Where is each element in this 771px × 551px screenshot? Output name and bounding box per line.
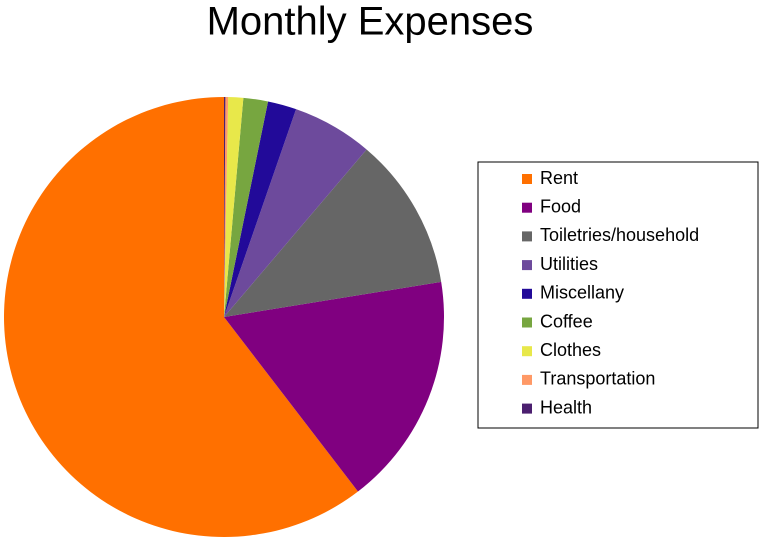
legend-label: Health: [540, 397, 592, 417]
legend-label: Rent: [540, 168, 578, 188]
legend-label: Utilities: [540, 254, 598, 274]
legend-label: Clothes: [540, 340, 601, 360]
legend-swatch: [522, 174, 532, 184]
legend-label: Coffee: [540, 311, 593, 331]
legend-swatch: [522, 202, 532, 213]
legend-swatch: [522, 260, 532, 271]
pie-slice: [224, 97, 244, 317]
pie-slice: [224, 281, 444, 492]
chart-title: Monthly Expenses: [207, 0, 534, 44]
legend-swatch: [522, 403, 532, 414]
legend-swatch: [522, 374, 532, 385]
pie-slice: [4, 97, 358, 537]
pie-slice: [224, 97, 229, 317]
pie-slice: [224, 97, 226, 317]
legend-swatch: [522, 231, 532, 242]
legend-label: Transportation: [540, 369, 655, 389]
pie-slice: [224, 109, 367, 318]
legend-label: Food: [540, 196, 581, 216]
pie-slice: [224, 101, 297, 317]
pie-slice: [224, 97, 269, 317]
legend-swatch: [522, 317, 532, 328]
legend-label: Miscellany: [540, 283, 624, 303]
legend-swatch: [522, 288, 532, 299]
legend-label: Toiletries/household: [540, 225, 699, 245]
legend-swatch: [522, 346, 532, 357]
pie-slice: [224, 149, 442, 317]
